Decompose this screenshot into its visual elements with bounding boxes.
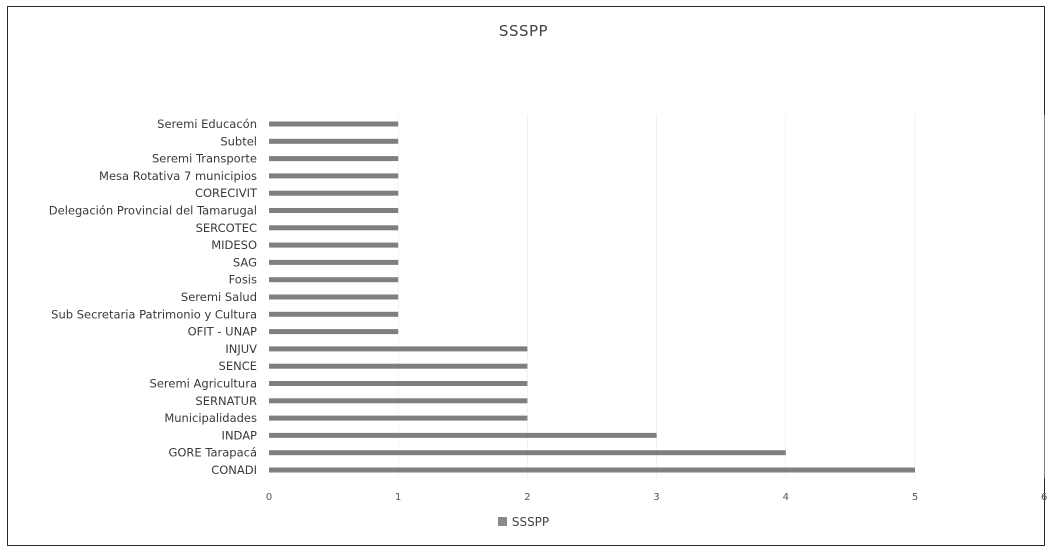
- category-label: Seremi Salud: [181, 290, 257, 304]
- bar: [269, 225, 399, 231]
- bar: [269, 432, 657, 438]
- bar: [269, 294, 399, 300]
- bar: [269, 156, 399, 162]
- x-tick-label: 1: [395, 492, 401, 503]
- x-tick-label: 4: [783, 492, 789, 503]
- category-label: SERNATUR: [195, 394, 257, 408]
- category-label: OFIT - UNAP: [188, 325, 257, 339]
- category-label: SENCE: [219, 359, 257, 373]
- bar: [269, 346, 528, 352]
- x-tick-label: 5: [912, 492, 918, 503]
- category-label: Delegación Provincial del Tamarugal: [49, 204, 257, 218]
- category-label: Subtel: [220, 134, 257, 148]
- category-label: Fosis: [229, 273, 257, 287]
- category-label: Mesa Rotativa 7 municipios: [99, 169, 257, 183]
- bar: [269, 450, 786, 456]
- bar: [269, 277, 399, 283]
- bar: [269, 415, 528, 421]
- bar: [269, 173, 399, 179]
- chart-frame: [7, 6, 1045, 546]
- category-label: Sub Secretaria Patrimonio y Cultura: [51, 307, 257, 321]
- bar: [269, 467, 915, 473]
- bar: [269, 363, 528, 369]
- bar: [269, 381, 528, 386]
- bar: [269, 121, 399, 127]
- bar: [269, 398, 528, 404]
- category-label: SAG: [233, 255, 257, 269]
- chart-title: SSSPP: [498, 22, 549, 40]
- x-tick-label: 0: [266, 492, 272, 503]
- category-label: MIDESO: [211, 238, 257, 252]
- category-label: CORECIVIT: [195, 186, 258, 200]
- category-label: SERCOTEC: [196, 221, 257, 235]
- bar: [269, 242, 399, 248]
- category-label: Seremi Agricultura: [150, 377, 257, 391]
- category-label: INDAP: [222, 428, 258, 442]
- category-label: Seremi Educacón: [157, 117, 257, 131]
- bar: [269, 329, 399, 335]
- bar: [269, 190, 399, 196]
- category-label: GORE Tarapacá: [168, 446, 257, 460]
- legend-label: SSSPP: [511, 515, 550, 529]
- category-label: Municipalidades: [164, 411, 257, 425]
- x-tick-label: 2: [524, 492, 530, 503]
- category-label: CONADI: [211, 463, 257, 477]
- bar: [269, 259, 399, 265]
- bar: [269, 311, 399, 317]
- bar: [269, 208, 399, 213]
- bar: [269, 138, 399, 144]
- chart-legend: SSSPP: [0, 515, 1047, 529]
- category-label: INJUV: [225, 342, 257, 356]
- legend-swatch: [497, 517, 507, 526]
- category-label: Seremi Transporte: [152, 152, 257, 166]
- x-tick-label: 6: [1041, 492, 1047, 503]
- x-tick-label: 3: [653, 492, 659, 503]
